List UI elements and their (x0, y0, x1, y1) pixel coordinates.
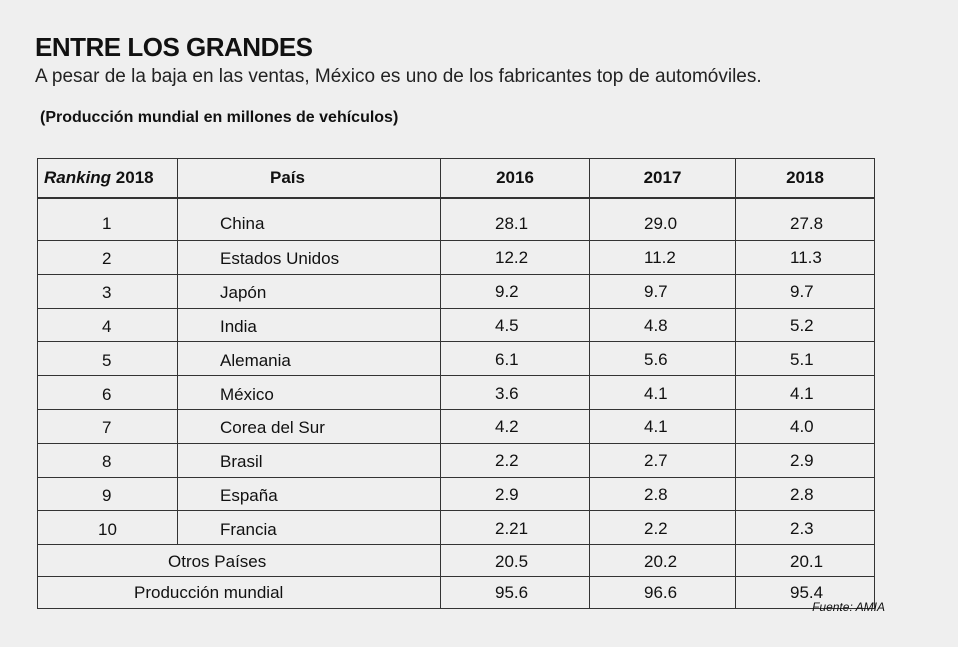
value-2018-cell: 2.3 (735, 510, 875, 546)
table-header-row: Ranking 2018 País 2016 2017 2018 (37, 158, 875, 199)
value-2017-cell: 4.8 (589, 307, 736, 343)
value-2016-cell: 12.2 (440, 240, 590, 275)
rank-cell: 5 (37, 341, 178, 377)
total-label: Producción mundial (37, 575, 441, 609)
value-2016-cell: 4.2 (440, 408, 590, 444)
others-label: Otros Países (37, 544, 441, 577)
value-2017-cell: 2.2 (589, 510, 736, 546)
table-row: 10 Francia 2.21 2.2 2.3 (37, 510, 875, 546)
value-2017-cell: 4.1 (589, 408, 736, 444)
country-cell: China (177, 197, 441, 241)
page-title: ENTRE LOS GRANDES (35, 32, 313, 62)
value-2017-cell: 5.6 (589, 341, 736, 377)
rank-cell: 7 (37, 408, 178, 444)
unit-note: (Producción mundial en millones de vehíc… (40, 109, 399, 126)
column-header-2017: 2017 (589, 158, 736, 199)
country-cell: España (177, 476, 441, 512)
others-2016-cell: 20.5 (440, 544, 590, 577)
total-2018-cell: 95.4 (735, 575, 875, 609)
total-2016-cell: 95.6 (440, 575, 590, 609)
value-2016-cell: 2.2 (440, 442, 590, 478)
total-2017-cell: 96.6 (589, 575, 736, 609)
subtitle: A pesar de la baja en las ventas, México… (35, 66, 762, 87)
value-2018-cell: 5.2 (735, 307, 875, 343)
column-header-2018: 2018 (735, 158, 875, 199)
value-2018-cell: 9.7 (735, 273, 875, 309)
country-cell: India (177, 307, 441, 343)
value-2016-cell: 9.2 (440, 273, 590, 309)
table-row: 1 China 28.1 29.0 27.8 (37, 197, 875, 241)
value-2016-cell: 28.1 (440, 197, 590, 241)
table-row: 9 España 2.9 2.8 2.8 (37, 476, 875, 512)
country-cell: México (177, 375, 441, 410)
value-2018-cell: 27.8 (735, 197, 875, 241)
rank-cell: 2 (37, 240, 178, 275)
country-cell: Corea del Sur (177, 408, 441, 444)
value-2017-cell: 11.2 (589, 240, 736, 275)
value-2018-cell: 5.1 (735, 341, 875, 377)
rank-cell: 9 (37, 476, 178, 512)
others-row: Otros Países 20.5 20.2 20.1 (37, 544, 875, 577)
value-2016-cell: 2.9 (440, 476, 590, 512)
country-cell: Francia (177, 510, 441, 546)
rank-cell: 6 (37, 375, 178, 410)
table-row: 3 Japón 9.2 9.7 9.7 (37, 273, 875, 309)
country-cell: Estados Unidos (177, 240, 441, 275)
rank-cell: 10 (37, 510, 178, 546)
value-2018-cell: 4.1 (735, 375, 875, 410)
value-2016-cell: 4.5 (440, 307, 590, 343)
table-row: 5 Alemania 6.1 5.6 5.1 (37, 341, 875, 377)
source-note: Fuente: AMIA (812, 600, 885, 614)
country-cell: Alemania (177, 341, 441, 377)
value-2017-cell: 2.8 (589, 476, 736, 512)
country-cell: Brasil (177, 442, 441, 478)
value-2016-cell: 6.1 (440, 341, 590, 377)
value-2018-cell: 11.3 (735, 240, 875, 275)
rank-cell: 3 (37, 273, 178, 309)
rank-cell: 4 (37, 307, 178, 343)
value-2017-cell: 2.7 (589, 442, 736, 478)
table-row: 8 Brasil 2.2 2.7 2.9 (37, 442, 875, 478)
others-2018-cell: 20.1 (735, 544, 875, 577)
rank-cell: 1 (37, 197, 178, 241)
value-2018-cell: 2.8 (735, 476, 875, 512)
value-2016-cell: 2.21 (440, 510, 590, 546)
value-2018-cell: 2.9 (735, 442, 875, 478)
production-table: Ranking 2018 País 2016 2017 2018 1 China… (37, 158, 875, 609)
country-cell: Japón (177, 273, 441, 309)
value-2017-cell: 4.1 (589, 375, 736, 410)
table-row: 6 México 3.6 4.1 4.1 (37, 375, 875, 410)
value-2018-cell: 4.0 (735, 408, 875, 444)
others-2017-cell: 20.2 (589, 544, 736, 577)
total-row: Producción mundial 95.6 96.6 95.4 (37, 575, 875, 609)
column-header-ranking: Ranking 2018 (37, 158, 178, 199)
column-header-2016: 2016 (440, 158, 590, 199)
value-2016-cell: 3.6 (440, 375, 590, 410)
table-row: 4 India 4.5 4.8 5.2 (37, 307, 875, 343)
value-2017-cell: 29.0 (589, 197, 736, 241)
column-header-country: País (177, 158, 441, 199)
table-row: 7 Corea del Sur 4.2 4.1 4.0 (37, 408, 875, 444)
table-row: 2 Estados Unidos 12.2 11.2 11.3 (37, 240, 875, 275)
rank-cell: 8 (37, 442, 178, 478)
value-2017-cell: 9.7 (589, 273, 736, 309)
